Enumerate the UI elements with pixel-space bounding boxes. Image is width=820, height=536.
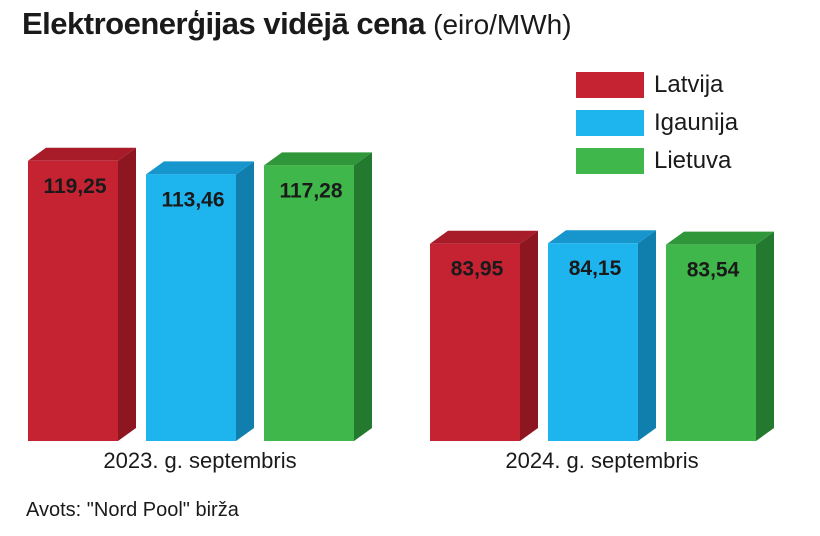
value-label-latvija-0: 119,25 <box>43 175 106 198</box>
bar-latvija-0 <box>28 160 118 441</box>
bar-lietuva-0 <box>264 165 354 441</box>
legend-label-lietuva: Lietuva <box>654 147 732 174</box>
unit-text: (eiro/MWh) <box>433 9 572 40</box>
legend-label-igaunija: Igaunija <box>654 109 739 136</box>
bar-top-latvija-1 <box>430 230 538 244</box>
chart-title: Elektroenerģijas vidējā cena (eiro/MWh) <box>22 6 572 42</box>
bar-side-latvija-0 <box>118 147 136 441</box>
bar-side-igaunija-0 <box>236 161 254 441</box>
category-label-1: 2024. g. septembris <box>505 448 698 473</box>
source-note: Avots: "Nord Pool" birža <box>26 499 239 521</box>
bar-side-latvija-1 <box>520 230 538 441</box>
value-label-lietuva-0: 117,28 <box>279 179 342 202</box>
bar-top-latvija-0 <box>28 147 136 161</box>
legend-item-igaunija: Igaunija <box>576 104 738 142</box>
bar-side-lietuva-0 <box>354 152 372 441</box>
bar-side-lietuva-1 <box>756 231 774 441</box>
title-text: Elektroenerģijas vidējā cena <box>22 6 426 41</box>
legend-swatch-lietuva <box>576 148 644 174</box>
value-label-igaunija-1: 84,15 <box>569 257 622 280</box>
bar-latvija-1 <box>430 243 520 441</box>
legend: Latvija Igaunija Lietuva <box>576 66 738 180</box>
bar-lietuva-1 <box>666 244 756 441</box>
legend-swatch-igaunija <box>576 110 644 136</box>
legend-swatch-latvija <box>576 72 644 98</box>
legend-item-latvija: Latvija <box>576 66 738 104</box>
category-label-0: 2023. g. septembris <box>103 448 296 473</box>
bar-side-igaunija-1 <box>638 230 656 441</box>
value-label-latvija-1: 83,95 <box>451 258 504 281</box>
bar-top-igaunija-1 <box>548 230 656 244</box>
legend-item-lietuva: Lietuva <box>576 142 738 180</box>
bar-top-lietuva-0 <box>264 152 372 166</box>
legend-label-latvija: Latvija <box>654 71 724 98</box>
bar-top-igaunija-0 <box>146 161 254 175</box>
bar-igaunija-0 <box>146 174 236 441</box>
bar-top-lietuva-1 <box>666 231 774 245</box>
value-label-lietuva-1: 83,54 <box>687 259 740 282</box>
bar-igaunija-1 <box>548 243 638 441</box>
value-label-igaunija-0: 113,46 <box>161 188 224 211</box>
